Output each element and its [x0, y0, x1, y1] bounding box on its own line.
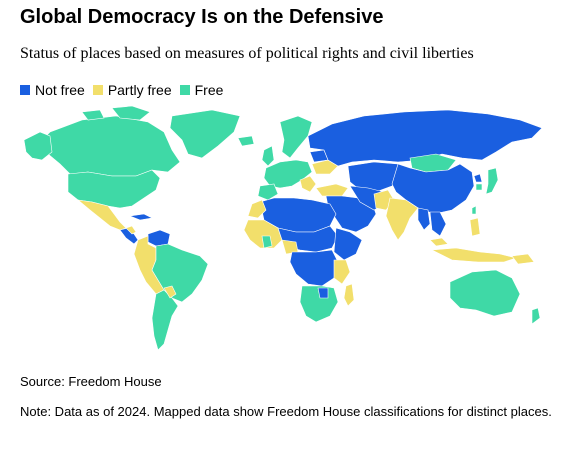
region-balkans-partly — [299, 175, 317, 193]
region-myanmar — [417, 207, 431, 231]
region-central-america-partly — [125, 225, 137, 235]
region-indonesia — [430, 247, 518, 263]
region-png — [511, 253, 535, 265]
legend-swatch-not-free — [20, 85, 30, 95]
legend-swatch-partly-free — [92, 85, 103, 95]
region-cuba — [128, 213, 153, 221]
region-india — [385, 197, 419, 241]
region-ghana-free — [261, 235, 273, 249]
region-zimbabwe — [317, 287, 329, 299]
region-greenland — [169, 109, 241, 159]
data-note: Note: Data as of 2024. Mapped data show … — [20, 404, 552, 419]
legend-label-partly-free: Partly free — [107, 82, 172, 98]
world-map — [12, 102, 564, 360]
region-turkey — [315, 183, 349, 197]
region-arctic-islands — [81, 105, 151, 121]
region-malaysia-partly — [429, 237, 449, 247]
region-southern-africa — [299, 285, 339, 323]
region-paraguay — [163, 285, 177, 299]
region-iberia — [257, 183, 279, 201]
region-morocco-partly — [247, 199, 267, 219]
source-note: Source: Freedom House — [20, 374, 162, 389]
legend-label-not-free: Not free — [35, 82, 85, 98]
legend-item-not-free: Not free — [20, 82, 85, 98]
legend-label-free: Free — [194, 82, 224, 98]
region-alaska — [23, 131, 53, 161]
chart-subtitle: Status of places based on measures of po… — [20, 45, 474, 62]
region-north-korea — [473, 173, 483, 183]
region-new-zealand — [531, 307, 541, 325]
region-horn-africa — [333, 227, 363, 261]
region-south-korea — [475, 183, 483, 191]
legend-item-partly-free: Partly free — [92, 82, 172, 98]
region-central-africa — [289, 249, 339, 287]
region-scandinavia — [279, 115, 313, 159]
region-west-africa — [243, 219, 283, 249]
region-philippines — [469, 217, 481, 237]
region-china — [391, 163, 475, 215]
region-canada — [39, 115, 181, 177]
legend-item-free: Free — [179, 82, 224, 98]
chart-title: Global Democracy Is on the Defensive — [20, 6, 384, 28]
region-central-asia — [347, 161, 405, 193]
legend-swatch-free — [179, 85, 190, 95]
region-indochina — [429, 211, 447, 237]
region-venezuela — [147, 229, 171, 247]
region-japan — [485, 167, 499, 195]
region-iceland — [237, 135, 255, 147]
region-russia — [307, 109, 543, 167]
region-east-africa-partly — [333, 259, 351, 285]
world-map-svg — [23, 105, 543, 351]
region-australia — [449, 269, 521, 317]
legend: Not free Partly free Free — [20, 82, 231, 98]
region-uk — [261, 145, 275, 167]
region-madagascar — [343, 283, 355, 307]
region-taiwan — [471, 205, 477, 215]
